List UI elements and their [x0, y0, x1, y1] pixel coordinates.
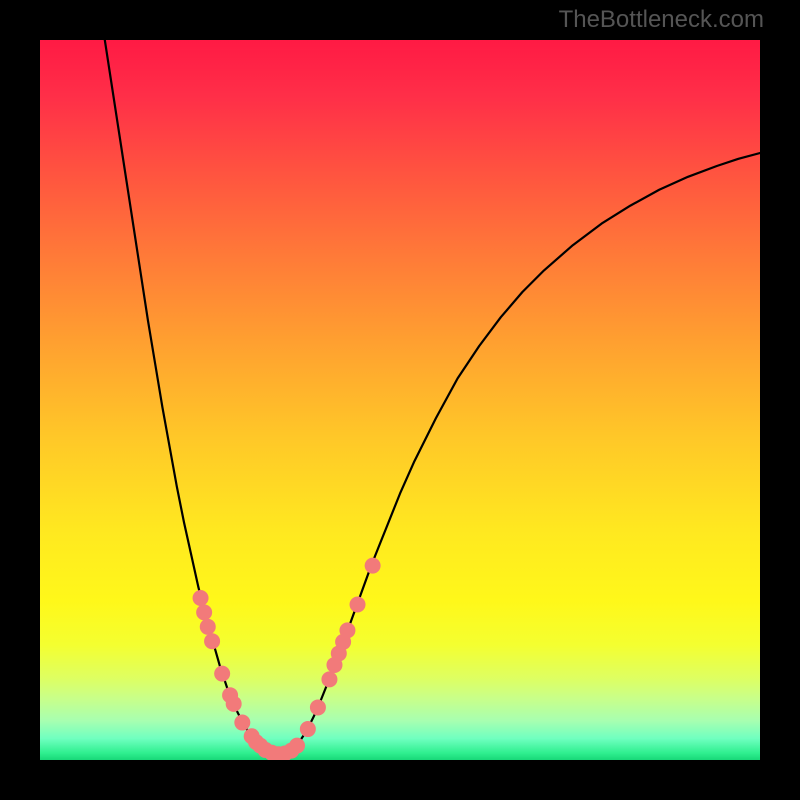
frame-border [0, 0, 800, 800]
watermark-text: TheBottleneck.com [559, 6, 764, 34]
canvas: { "figure": { "type": "line", "canvas": … [0, 0, 800, 800]
